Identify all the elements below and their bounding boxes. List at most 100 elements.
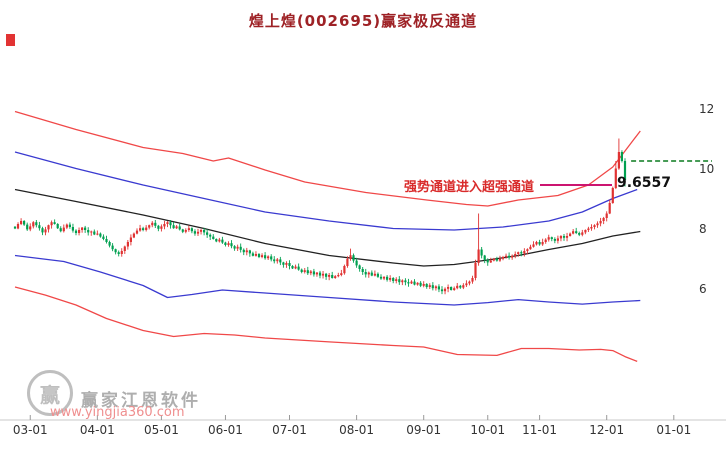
candle-body bbox=[611, 188, 614, 203]
candle-body bbox=[520, 252, 523, 254]
candle-body bbox=[523, 251, 526, 254]
x-axis-label: 05-01 bbox=[143, 423, 179, 437]
candle-body bbox=[312, 271, 315, 275]
candle-body bbox=[279, 259, 282, 263]
candle-body bbox=[199, 230, 203, 232]
candle-body bbox=[135, 230, 139, 234]
candle-body bbox=[50, 222, 53, 226]
candle-body bbox=[465, 283, 468, 286]
candle-body bbox=[105, 239, 108, 242]
candle-body bbox=[139, 228, 142, 231]
candle-body bbox=[440, 289, 444, 292]
candle-body bbox=[367, 272, 370, 275]
candle-body bbox=[56, 224, 59, 229]
candle-body bbox=[437, 286, 440, 290]
x-axis-label: 04-01 bbox=[79, 423, 115, 437]
watermark: 赢 赢家江恩软件 www.yingjia360.com bbox=[0, 365, 300, 425]
candle-body bbox=[602, 218, 605, 221]
candle-body bbox=[401, 280, 404, 283]
candle-body bbox=[81, 227, 84, 230]
candle-body bbox=[389, 278, 392, 280]
candle-body bbox=[270, 256, 273, 260]
candle-body bbox=[59, 228, 62, 232]
candle-body bbox=[556, 238, 559, 241]
candle-body bbox=[166, 222, 169, 224]
candle-body bbox=[239, 246, 242, 250]
candle-body bbox=[373, 273, 376, 276]
candle-body bbox=[431, 285, 434, 289]
candle-body bbox=[306, 270, 309, 274]
candle-body bbox=[38, 225, 41, 229]
candle-body bbox=[53, 222, 56, 224]
candle-body bbox=[480, 249, 483, 256]
candle-body bbox=[276, 259, 279, 262]
candle-body bbox=[541, 242, 544, 245]
x-axis-label: 07-01 bbox=[272, 423, 307, 437]
candle-body bbox=[483, 255, 486, 260]
candle-body bbox=[599, 221, 602, 224]
candle-body bbox=[608, 203, 611, 214]
candle-body bbox=[614, 168, 617, 188]
candle-body bbox=[529, 246, 532, 250]
candle-body bbox=[129, 237, 132, 242]
candle-body bbox=[169, 222, 172, 226]
candle-body bbox=[538, 242, 541, 245]
candle-body bbox=[495, 258, 498, 261]
candle-body bbox=[178, 226, 181, 230]
brand-logo-icon: 赢 bbox=[27, 370, 73, 416]
candle-body bbox=[462, 285, 465, 288]
candle-body bbox=[175, 226, 178, 229]
candle-body bbox=[434, 286, 437, 289]
x-axis-label: 10-01 bbox=[470, 423, 506, 437]
candle-body bbox=[559, 236, 562, 239]
corner-mark-icon bbox=[6, 34, 15, 46]
candle-body bbox=[99, 233, 102, 237]
candle-body bbox=[447, 287, 450, 289]
watermark-url-text: www.yingjia360.com bbox=[50, 405, 185, 420]
candle-body bbox=[578, 233, 581, 235]
candle-body bbox=[623, 161, 627, 181]
candle-body bbox=[90, 231, 93, 233]
candle-body bbox=[328, 275, 331, 277]
x-axis-labels: 03-01 04-01 05-01 06-01 07-01 08-01 09-01 10-01… bbox=[0, 423, 726, 441]
candle-body bbox=[114, 249, 117, 253]
candle-body bbox=[193, 231, 196, 234]
channel-annotation-text: 强势通道进入超强通道 bbox=[403, 180, 534, 195]
candle-body bbox=[203, 230, 206, 233]
candle-body bbox=[471, 278, 474, 282]
candle-body bbox=[501, 257, 505, 259]
candle-body bbox=[325, 273, 328, 277]
candle-body bbox=[315, 272, 318, 275]
candle-body bbox=[376, 273, 379, 277]
candle-body bbox=[47, 225, 50, 230]
candle-body bbox=[370, 272, 373, 276]
candle-body bbox=[218, 239, 221, 242]
candle-body bbox=[291, 266, 294, 269]
candle-body bbox=[318, 272, 322, 276]
candle-body bbox=[224, 242, 227, 245]
candle-body bbox=[242, 249, 245, 253]
outer-lower-red-channel-line bbox=[14, 286, 638, 363]
candle-body bbox=[498, 258, 501, 261]
candle-body bbox=[514, 254, 517, 256]
candle-body bbox=[111, 245, 114, 250]
candle-body bbox=[584, 230, 587, 233]
candle-body bbox=[288, 263, 291, 266]
x-axis-label: 12-01 bbox=[589, 423, 625, 437]
candle-body bbox=[450, 287, 453, 290]
candle-body bbox=[358, 265, 361, 269]
candle-body bbox=[254, 254, 257, 256]
inner-lower-blue-channel-line bbox=[14, 254, 641, 306]
candle-body bbox=[62, 227, 65, 232]
candle-body bbox=[398, 279, 401, 283]
candle-body bbox=[349, 255, 352, 259]
watermark-brand-text: 赢家江恩软件 bbox=[81, 391, 201, 411]
candle-body bbox=[382, 276, 386, 279]
candle-body bbox=[321, 273, 325, 276]
candle-body bbox=[404, 280, 407, 283]
candle-body bbox=[410, 281, 413, 284]
candle-body bbox=[596, 223, 599, 226]
brand-logo-glyph: 赢 bbox=[40, 382, 60, 407]
candle-body bbox=[508, 255, 511, 258]
